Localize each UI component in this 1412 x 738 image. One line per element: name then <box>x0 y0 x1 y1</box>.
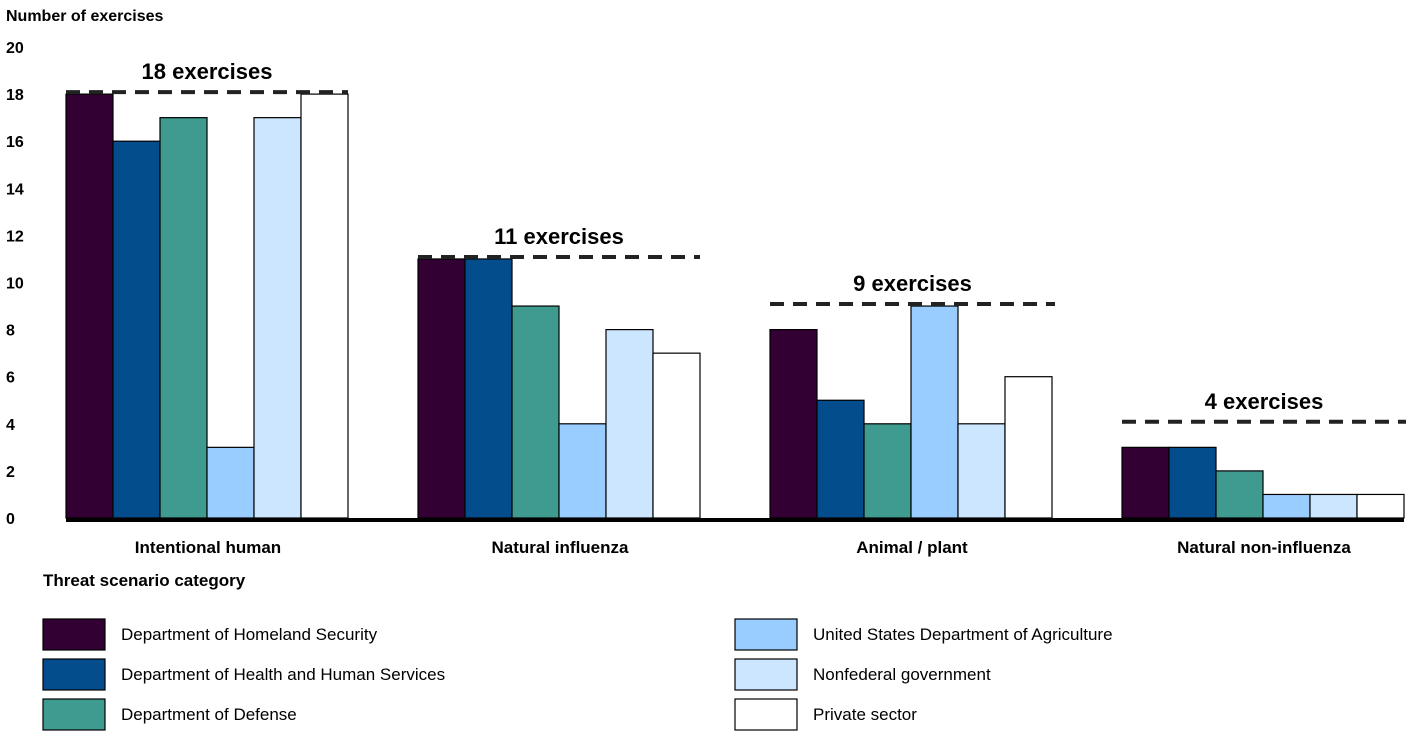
bar <box>910 305 959 519</box>
bar <box>1004 376 1053 519</box>
bar <box>957 423 1006 519</box>
bar <box>112 140 161 519</box>
x-tick-label: Intentional human <box>135 538 281 557</box>
y-tick-label: 16 <box>6 134 24 151</box>
y-tick-labels: 0 2 4 6 8 10 12 14 16 18 20 <box>6 40 24 528</box>
bar <box>464 258 513 519</box>
x-tick-label: Natural influenza <box>492 538 630 557</box>
y-tick-label: 6 <box>6 370 15 387</box>
y-tick-label: 10 <box>6 276 24 293</box>
x-axis-label: Threat scenario category <box>43 571 246 590</box>
total-label: 11 exercises <box>494 224 624 249</box>
bar <box>652 352 701 519</box>
bar <box>206 446 255 519</box>
bar <box>558 423 607 519</box>
legend-swatch <box>734 698 798 731</box>
bar <box>1215 470 1264 519</box>
x-tick-label: Animal / plant <box>856 538 968 557</box>
bar <box>863 423 912 519</box>
total-label: 4 exercises <box>1205 389 1324 414</box>
bar <box>1168 446 1217 519</box>
legend-swatch <box>734 618 798 651</box>
bar <box>253 117 302 519</box>
legend-swatch <box>42 698 106 731</box>
y-tick-label: 12 <box>6 228 24 245</box>
y-tick-label: 2 <box>6 464 15 481</box>
x-tick-labels: Intentional human Natural influenza Animal… <box>135 538 1352 557</box>
bars <box>65 93 1405 519</box>
bar <box>1356 493 1405 519</box>
bar <box>769 329 818 519</box>
bar <box>1262 493 1311 519</box>
y-tick-label: 8 <box>6 323 15 340</box>
bar <box>816 399 865 519</box>
bar <box>417 258 466 519</box>
y-tick-label: 18 <box>6 87 24 104</box>
annotations: 18 exercises 11 exercises 9 exercises 4 exe… <box>66 59 1406 424</box>
y-tick-label: 14 <box>6 181 24 198</box>
bar <box>605 329 654 519</box>
legend-label: Department of Health and Human Services <box>121 665 445 684</box>
total-label: 18 exercises <box>142 59 273 84</box>
legend-label: Nonfederal government <box>813 665 991 684</box>
legend-swatch <box>42 658 106 691</box>
legend-label: Department of Defense <box>121 705 297 724</box>
bar <box>65 93 114 519</box>
legend-swatch <box>734 658 798 691</box>
bar <box>300 93 349 519</box>
bar <box>1309 493 1358 519</box>
legend-label: Private sector <box>813 705 917 724</box>
legend-label: United States Department of Agriculture <box>813 625 1113 644</box>
y-tick-label: 4 <box>6 417 15 434</box>
total-label: 9 exercises <box>853 271 972 296</box>
y-axis-label: Number of exercises <box>6 8 164 25</box>
bar <box>511 305 560 519</box>
y-tick-label: 20 <box>6 40 24 57</box>
legend: Department of Homeland Security Departmen… <box>42 618 1113 731</box>
bar <box>1121 446 1170 519</box>
bar <box>159 117 208 519</box>
legend-swatch <box>42 618 106 651</box>
legend-label: Department of Homeland Security <box>121 625 378 644</box>
x-tick-label: Natural non-influenza <box>1177 538 1351 557</box>
y-tick-label: 0 <box>6 511 15 528</box>
